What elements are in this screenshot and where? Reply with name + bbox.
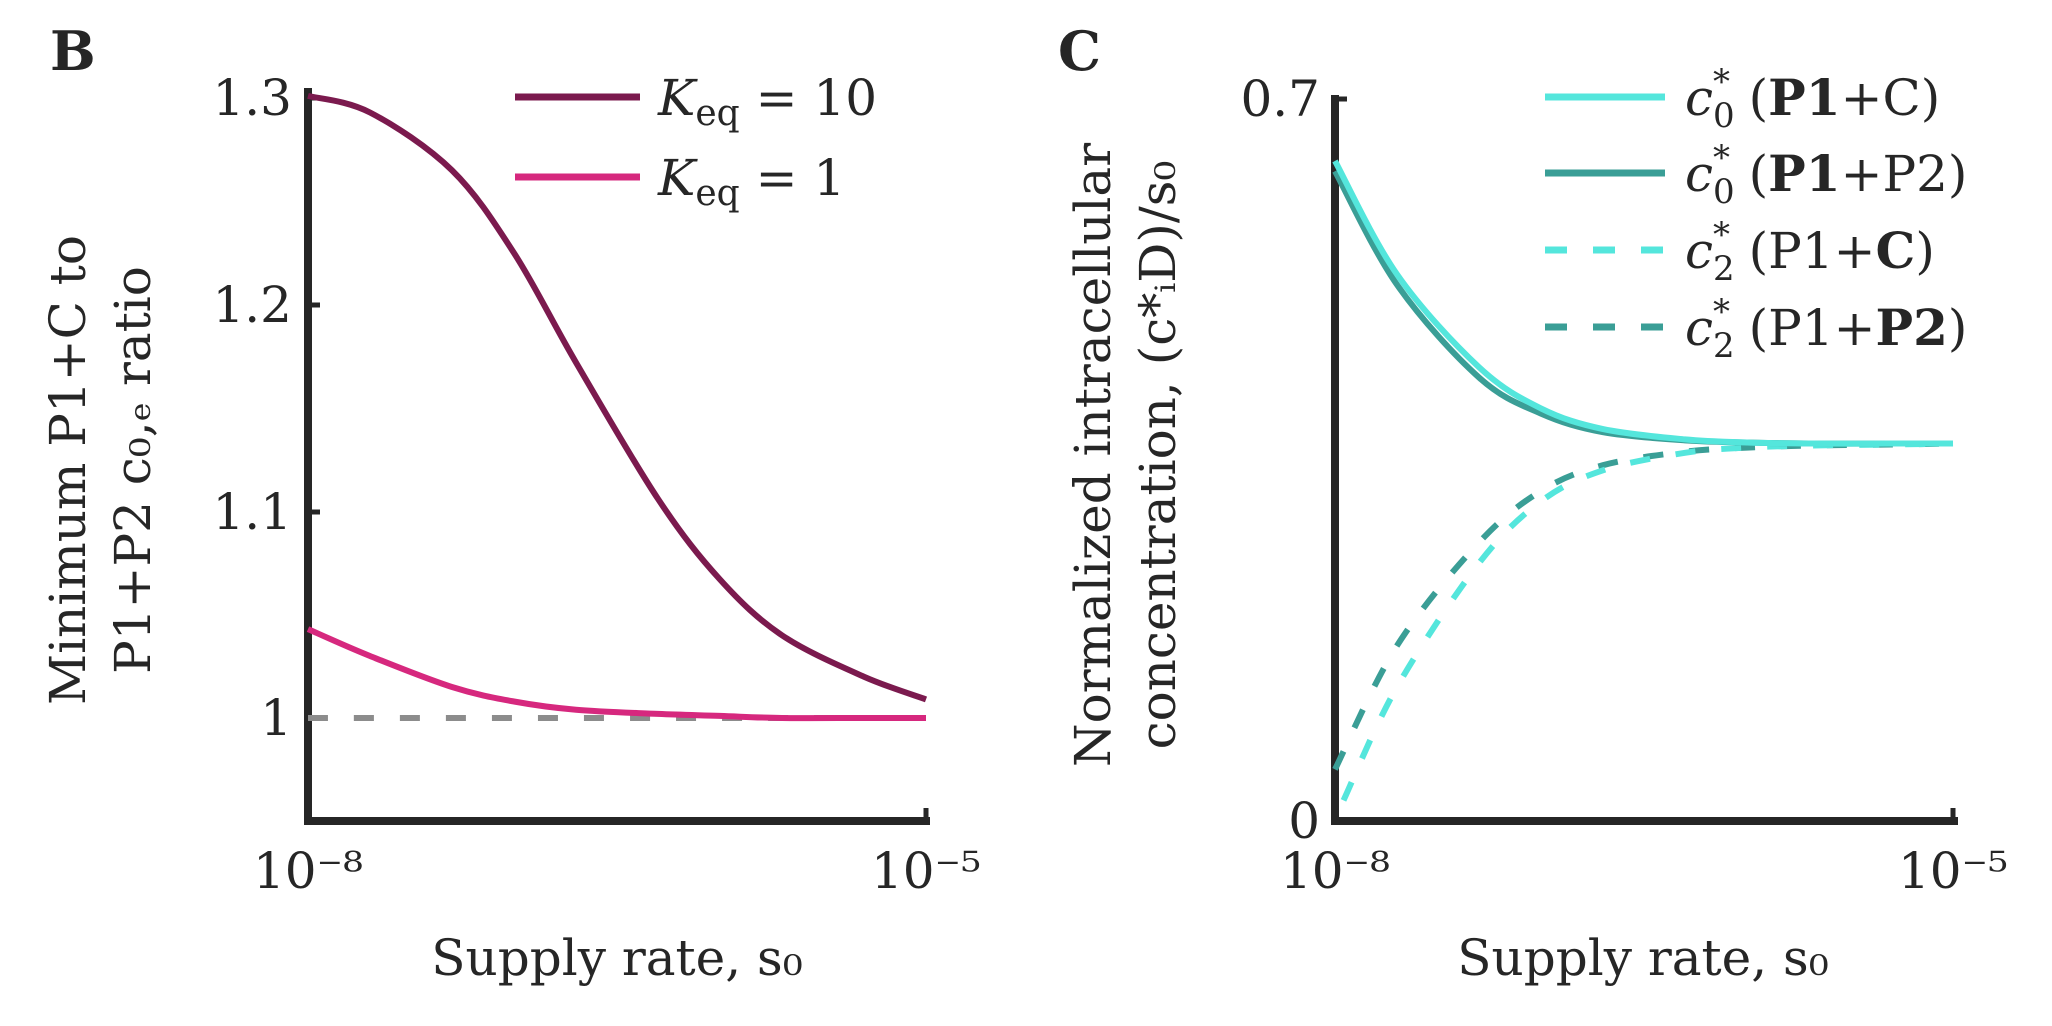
panel-b-ytick-label: 1.1 bbox=[212, 483, 292, 541]
panel-c-plot bbox=[1332, 159, 1954, 802]
panel-b-ytick-label: 1.3 bbox=[212, 69, 292, 127]
panel-b-yticks: 1.3 1.2 1.1 1 bbox=[212, 69, 320, 747]
panel-c-xtick-label: 10⁻⁸ bbox=[1280, 842, 1390, 900]
panel-c-xlabel: Supply rate, s₀ bbox=[1457, 929, 1828, 987]
legend-label-c2-p1-p2: c* 2 (P1+P2) bbox=[1685, 292, 1967, 366]
panel-b-xtick-label: 10⁻⁸ bbox=[253, 842, 363, 900]
panel-c-ytick-label: 0.7 bbox=[1240, 70, 1320, 128]
panel-c-xticks: 10⁻⁸ 10⁻⁵ bbox=[1280, 808, 2008, 900]
legend-label-c2-p1-c: c* 2 (P1+C) bbox=[1685, 215, 1935, 289]
panel-b-series-keq-1 bbox=[306, 626, 926, 722]
panel-b: B Minimum P1+C to P1+P2 c₀,ₑ ratio Suppl… bbox=[39, 19, 981, 987]
panel-c-xtick-label: 10⁻⁵ bbox=[1898, 842, 2008, 900]
legend-label-c0-p1-c: c* 0 (P1+C) bbox=[1685, 62, 1940, 136]
panel-b-ytick-label: 1 bbox=[260, 689, 292, 747]
panel-c-ylabel-line-1: Normalized intracellular bbox=[1064, 143, 1122, 767]
legend-label-c0-p1-p2: c* 0 (P1+P2) bbox=[1685, 138, 1967, 212]
legend-label-keq-1: Keq = 1 bbox=[657, 149, 845, 214]
panel-b-ytick-label: 1.2 bbox=[212, 276, 292, 334]
panel-c-letter: C bbox=[1058, 19, 1101, 83]
legend-label-keq-10: Keq = 10 bbox=[657, 69, 877, 134]
panel-b-plot bbox=[306, 92, 928, 722]
panel-b-legend: Keq = 10 Keq = 1 bbox=[515, 69, 877, 214]
panel-c-series-c2-p1-c bbox=[1340, 440, 1954, 802]
panel-b-ylabel: Minimum P1+C to P1+P2 c₀,ₑ ratio bbox=[39, 235, 162, 705]
panel-c-ylabel-line-2: concentration, (c*ᵢD)/s₀ bbox=[1129, 161, 1187, 750]
panel-b-ylabel-line-2: P1+P2 c₀,ₑ ratio bbox=[104, 266, 162, 674]
panel-b-ylabel-line-1: Minimum P1+C to bbox=[39, 235, 97, 705]
panel-c-series-c0-p1-c bbox=[1332, 159, 1953, 447]
panel-c-ytick-label: 0 bbox=[1288, 792, 1320, 850]
panel-c-legend: c* 0 (P1+C) c* 0 (P1+P2) c* 2 (P1+C) c* 2 (P1+P2… bbox=[1545, 62, 1967, 366]
panel-c-yticks: 0.7 0 bbox=[1240, 70, 1347, 850]
panel-b-series-keq-10 bbox=[307, 92, 928, 703]
panel-c-series-c2-p1-p2 bbox=[1332, 440, 1954, 771]
panel-b-xlabel: Supply rate, s₀ bbox=[431, 929, 802, 987]
panel-c-ylabel: Normalized intracellular concentration, … bbox=[1064, 143, 1187, 767]
panel-b-letter: B bbox=[50, 19, 96, 83]
panel-c: C Normalized intracellular concentration… bbox=[1058, 19, 2008, 987]
panel-b-xtick-label: 10⁻⁵ bbox=[871, 842, 981, 900]
panel-b-xticks: 10⁻⁸ 10⁻⁵ bbox=[253, 808, 981, 900]
